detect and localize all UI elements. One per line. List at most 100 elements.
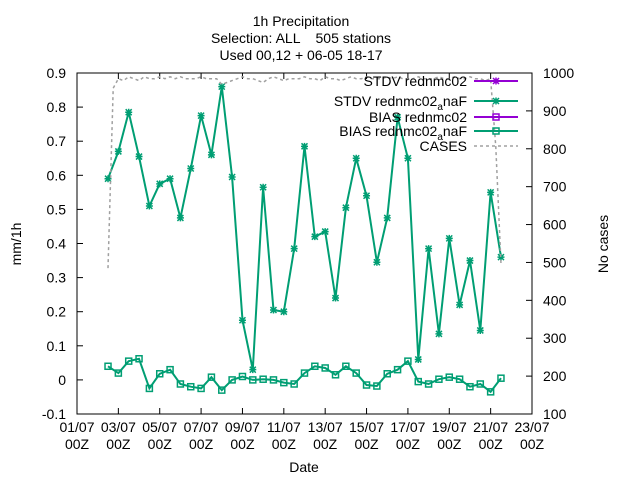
x-tick-label: 05/07 — [142, 419, 177, 435]
x-tick-label: 00Z — [148, 436, 173, 452]
data-point — [289, 244, 299, 253]
series-layer — [103, 75, 506, 396]
y-tick-label: 0.1 — [47, 338, 67, 354]
y-tick-label: 0.5 — [47, 201, 67, 217]
data-point — [414, 355, 423, 364]
y2-tick-label: 400 — [543, 292, 567, 308]
legend-label: BIAS rednmc02anaF — [339, 123, 467, 143]
data-point — [155, 179, 164, 189]
data-point — [227, 172, 237, 182]
data-point — [258, 182, 268, 192]
x-tick-label: 00Z — [272, 436, 297, 452]
chart-title-line-2: Selection: ALL 505 stations — [211, 30, 391, 46]
y-tick-label: 0 — [58, 372, 66, 388]
chart-title-line-3: Used 00,12 + 06-05 18-17 — [219, 47, 382, 63]
series-line-3 — [107, 357, 502, 394]
x-tick-label: 03/07 — [101, 419, 136, 435]
y2-tick-label: 300 — [543, 330, 567, 346]
y-tick-label: 0.9 — [47, 65, 67, 81]
data-point — [310, 232, 320, 241]
data-point — [176, 213, 185, 223]
y2-tick-label: 600 — [543, 217, 567, 233]
data-point — [165, 174, 175, 183]
legend-label-subscript: a — [437, 102, 443, 113]
y-tick-label: 0.7 — [47, 133, 67, 149]
data-point — [114, 147, 123, 156]
legend-label: STDV rednmc02anaF — [334, 93, 467, 113]
x-tick-label: 13/07 — [308, 419, 343, 435]
data-point — [382, 213, 392, 223]
data-point — [300, 142, 309, 151]
data-point — [434, 329, 444, 339]
x-tick-label: 00Z — [106, 436, 131, 452]
data-point — [124, 107, 133, 117]
x-tick-label: 00Z — [354, 436, 379, 452]
y2-tick-label: 200 — [543, 368, 567, 384]
x-tick-label: 11/07 — [267, 419, 301, 435]
data-point — [476, 326, 485, 335]
data-point — [403, 154, 413, 163]
data-point — [331, 293, 340, 303]
x-tick-label: 23/07 — [514, 419, 549, 435]
data-point — [465, 256, 475, 265]
legend-label-main: STDV rednmc02 — [334, 93, 438, 109]
y2-tick-label: 1000 — [543, 65, 574, 81]
y2-tick-label: 900 — [543, 103, 567, 119]
y-tick-label: -0.1 — [42, 406, 66, 422]
y-axis-ticks: -0.1 0 0.1 0.2 0.3 0.4 0.5 0.6 0.7 0.8 0.9 — [42, 65, 83, 422]
series-line-4 — [107, 75, 502, 269]
y-tick-label: 0.8 — [47, 99, 67, 115]
x-tick-label: 00Z — [230, 436, 255, 452]
data-point — [269, 305, 278, 315]
data-point — [145, 201, 154, 211]
y-tick-label: 0.4 — [47, 236, 67, 252]
data-point — [217, 82, 227, 91]
data-point — [134, 152, 144, 161]
x-tick-label: 00Z — [479, 436, 504, 452]
y2-axis-ticks: 100 200 300 400 500 600 700 800 900 1000 — [526, 65, 574, 422]
x-tick-label: 01/07 — [59, 419, 94, 435]
y2-tick-label: 700 — [543, 179, 567, 195]
data-point — [248, 365, 258, 374]
y2-tick-label: 800 — [543, 141, 567, 157]
y-tick-label: 0.3 — [47, 270, 67, 286]
data-point — [196, 111, 206, 120]
data-point — [445, 234, 454, 243]
chart-title-line-1: 1h Precipitation — [253, 13, 350, 29]
data-point — [424, 244, 433, 253]
y-tick-label: 0.2 — [47, 304, 67, 320]
data-point — [207, 150, 216, 160]
x-axis-ticks: 01/0700Z03/0700Z05/0700Z07/0700Z09/0700Z… — [59, 73, 550, 452]
x-axis-label: Date — [289, 459, 319, 475]
x-tick-label: 15/07 — [349, 419, 384, 435]
y2-tick-label: 100 — [543, 406, 567, 422]
data-point — [486, 188, 495, 197]
y2-axis-label: No cases — [595, 215, 611, 273]
x-tick-label: 00Z — [520, 436, 545, 452]
data-point — [362, 191, 371, 201]
y2-tick-label: 500 — [543, 254, 567, 270]
legend-label-main: BIAS rednmc02 — [339, 123, 437, 139]
legend-label: CASES — [420, 138, 467, 154]
chart-title: 1h Precipitation Selection: ALL 505 stat… — [211, 13, 391, 63]
plot-frame — [76, 72, 533, 415]
legend-label-subscript: a — [437, 132, 443, 143]
x-tick-label: 17/07 — [390, 419, 425, 435]
x-tick-label: 00Z — [313, 436, 338, 452]
legend-label: STDV rednmc02 — [364, 73, 468, 89]
legend-label-suffix: naF — [443, 123, 467, 139]
x-tick-label: 09/07 — [225, 419, 260, 435]
legend-label-suffix: naF — [443, 93, 467, 109]
data-point — [186, 164, 195, 173]
x-tick-label: 00Z — [396, 436, 421, 452]
legend-marker — [491, 96, 501, 106]
x-tick-label: 00Z — [189, 436, 214, 452]
legend-marker — [491, 76, 501, 86]
data-point — [372, 258, 382, 267]
data-point — [341, 203, 351, 212]
x-tick-label: 07/07 — [184, 419, 219, 435]
data-point — [238, 315, 247, 325]
y-tick-label: 0.6 — [47, 167, 67, 183]
